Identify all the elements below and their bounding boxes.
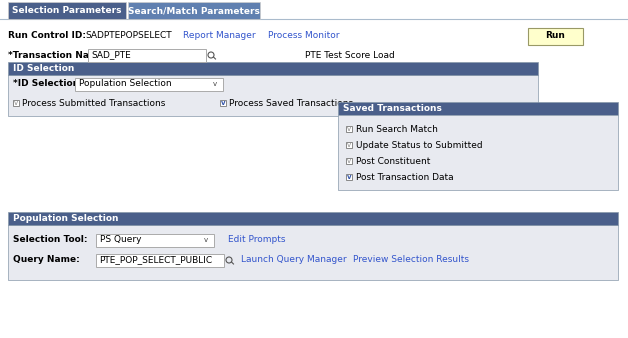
Text: SAD_PTE: SAD_PTE <box>91 50 131 59</box>
Bar <box>75 77 223 91</box>
Text: Selection Tool:: Selection Tool: <box>13 236 87 244</box>
Text: Post Transaction Data: Post Transaction Data <box>356 172 453 182</box>
Text: v: v <box>204 237 208 243</box>
Bar <box>96 234 214 246</box>
Text: PTE Test Score Load: PTE Test Score Load <box>305 50 395 59</box>
Text: Update Status to Submitted: Update Status to Submitted <box>356 141 483 149</box>
Bar <box>346 158 352 164</box>
Bar <box>528 28 583 45</box>
Text: Process Saved Transactions: Process Saved Transactions <box>229 98 353 107</box>
Bar <box>8 225 618 280</box>
Bar <box>13 100 19 106</box>
Text: v: v <box>14 100 18 106</box>
Text: Run: Run <box>546 31 565 41</box>
Text: Run Control ID:: Run Control ID: <box>8 31 86 41</box>
Text: Query Name:: Query Name: <box>13 256 80 265</box>
Bar <box>346 142 352 148</box>
Text: v: v <box>220 100 225 106</box>
Bar <box>88 48 206 62</box>
Text: Post Constituent: Post Constituent <box>356 156 430 166</box>
Bar <box>338 102 618 115</box>
Text: *ID Selection:: *ID Selection: <box>13 79 83 89</box>
Text: Report Manager: Report Manager <box>183 31 256 41</box>
Bar <box>96 254 224 266</box>
Text: *Transaction Name:: *Transaction Name: <box>8 50 108 59</box>
Bar <box>8 2 126 19</box>
Bar <box>8 75 538 116</box>
Text: v: v <box>213 81 217 87</box>
Text: Population Selection: Population Selection <box>13 214 119 223</box>
Text: Selection Parameters: Selection Parameters <box>13 6 122 15</box>
Text: Process Submitted Transactions: Process Submitted Transactions <box>22 98 165 107</box>
Text: Population Selection: Population Selection <box>79 79 171 89</box>
Text: v: v <box>347 126 351 132</box>
Text: ID Selection: ID Selection <box>13 64 74 73</box>
Text: Edit Prompts: Edit Prompts <box>228 236 286 244</box>
Text: v: v <box>347 142 351 148</box>
Text: v: v <box>347 158 351 164</box>
Bar <box>8 62 538 75</box>
Bar <box>8 212 618 225</box>
Text: PTE_POP_SELECT_PUBLIC: PTE_POP_SELECT_PUBLIC <box>99 256 212 265</box>
Text: PS Query: PS Query <box>100 236 141 244</box>
Bar <box>338 115 618 190</box>
Text: SADPTEPOPSELECT: SADPTEPOPSELECT <box>85 31 171 41</box>
Text: Launch Query Manager: Launch Query Manager <box>241 256 347 265</box>
Bar <box>220 100 226 106</box>
Text: Process Monitor: Process Monitor <box>268 31 340 41</box>
Text: v: v <box>347 174 351 180</box>
Text: Search/Match Parameters: Search/Match Parameters <box>128 6 260 15</box>
Text: Run Search Match: Run Search Match <box>356 124 438 134</box>
Text: Saved Transactions: Saved Transactions <box>343 104 442 113</box>
Text: Preview Selection Results: Preview Selection Results <box>353 256 469 265</box>
Bar <box>128 2 260 19</box>
Bar <box>346 174 352 180</box>
Bar <box>346 126 352 132</box>
